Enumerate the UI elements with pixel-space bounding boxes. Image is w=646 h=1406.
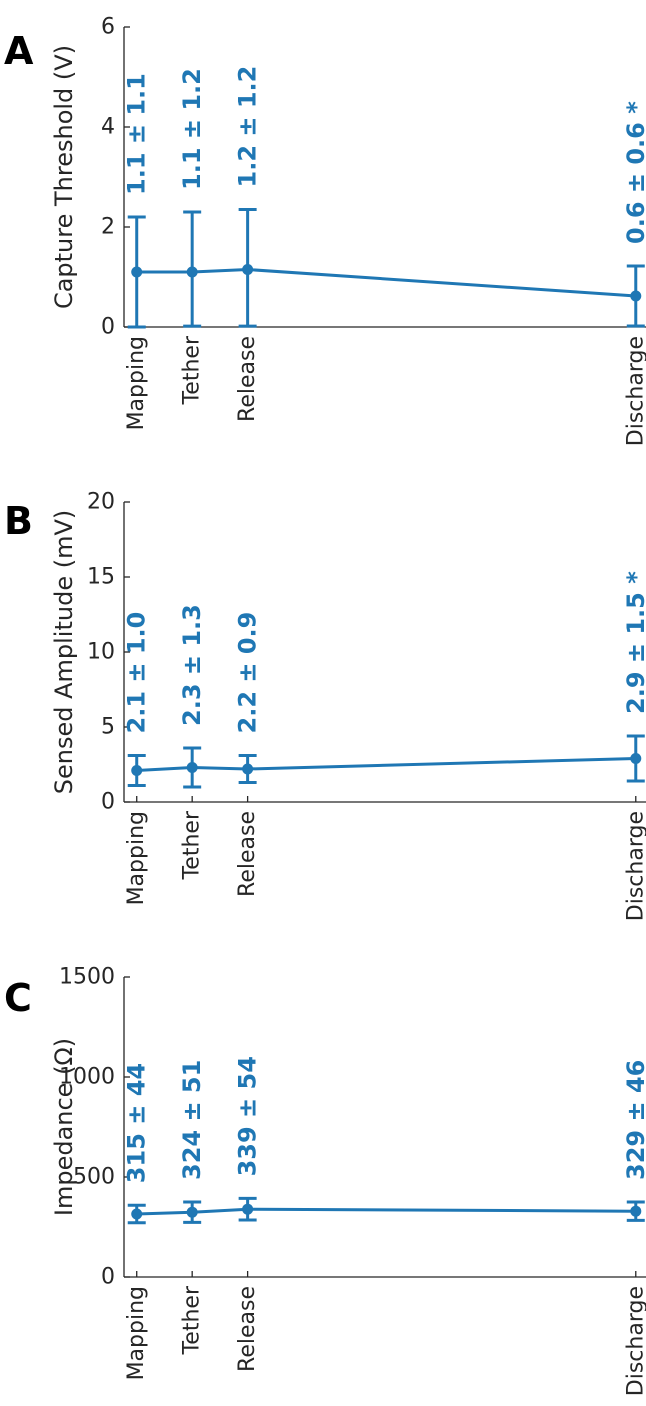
panel-c: C 0 500 1000 1500 Impedance (Ω) Mapping Tether R… xyxy=(4,965,646,1396)
panel-a: A 0 2 4 6 Capture Threshold (V) Mapping Tether R… xyxy=(4,15,646,446)
data-label: 324 ± 51 xyxy=(178,1060,206,1180)
y-tick-label: 6 xyxy=(101,15,115,40)
x-tick-label: Tether xyxy=(180,1285,205,1355)
data-label: 2.2 ± 0.9 xyxy=(234,612,262,734)
x-tick-label: Release xyxy=(235,1286,260,1372)
y-tick-label: 20 xyxy=(87,490,115,515)
y-tick-label: 5 xyxy=(101,715,115,740)
y-axis-label: Impedance (Ω) xyxy=(50,1038,78,1216)
data-point xyxy=(630,290,642,302)
data-label: 1.1 ± 1.1 xyxy=(123,73,151,195)
data-point xyxy=(131,1208,143,1220)
x-tick-label: Mapping xyxy=(124,336,149,430)
y-tick-label: 0 xyxy=(101,1265,115,1290)
data-label: 2.1 ± 1.0 xyxy=(123,612,151,734)
y-tick-label: 500 xyxy=(73,1165,115,1190)
data-point xyxy=(630,1205,642,1217)
data-label: 329 ± 46 xyxy=(622,1060,646,1180)
x-tick-label: Tether xyxy=(180,335,205,405)
x-tick-label: Discharge xyxy=(623,336,646,446)
y-axis-label: Capture Threshold (V) xyxy=(50,45,78,309)
x-tick-label: Release xyxy=(235,336,260,422)
panel-letter: C xyxy=(4,976,32,1020)
data-point xyxy=(131,765,143,776)
panel-letter: A xyxy=(4,29,34,73)
data-point xyxy=(186,266,198,278)
x-tick-label: Release xyxy=(235,811,260,897)
data-label: 0.6 ± 0.6 * xyxy=(622,101,646,244)
data-label: 1.2 ± 1.2 xyxy=(234,66,262,188)
data-point xyxy=(630,753,642,764)
y-axis-label: Sensed Amplitude (mV) xyxy=(50,510,78,794)
data-label: 339 ± 54 xyxy=(234,1056,262,1176)
x-tick-label: Mapping xyxy=(124,811,149,905)
x-tick-label: Mapping xyxy=(124,1286,149,1380)
x-tick-label: Tether xyxy=(180,810,205,880)
data-label: 2.9 ± 1.5 * xyxy=(622,571,646,714)
data-point xyxy=(186,1206,198,1218)
y-tick-label: 1000 xyxy=(59,1065,115,1090)
y-tick-label: 0 xyxy=(101,315,115,340)
series-line xyxy=(136,757,636,772)
data-point xyxy=(186,762,198,773)
data-point xyxy=(242,763,254,775)
y-tick-label: 0 xyxy=(101,790,115,815)
y-tick-label: 2 xyxy=(101,215,115,240)
series-line xyxy=(136,267,636,298)
panel-letter: B xyxy=(4,499,33,543)
series-line xyxy=(136,1207,636,1216)
y-tick-label: 15 xyxy=(87,565,115,590)
y-tick-label: 10 xyxy=(87,640,115,665)
x-tick-label: Discharge xyxy=(623,811,646,921)
panel-b: B 0 5 10 15 20 Sensed Amplitude (mV) Mapping Tet… xyxy=(4,490,646,921)
x-tick-label: Discharge xyxy=(623,1286,646,1396)
data-point xyxy=(131,266,143,278)
data-label: 1.1 ± 1.2 xyxy=(178,68,206,190)
data-label: 315 ± 44 xyxy=(123,1063,151,1183)
y-tick-label: 1500 xyxy=(59,965,115,990)
y-tick-label: 4 xyxy=(101,115,115,140)
data-label: 2.3 ± 1.3 xyxy=(178,604,206,726)
data-point xyxy=(242,264,254,275)
data-point xyxy=(242,1203,254,1215)
